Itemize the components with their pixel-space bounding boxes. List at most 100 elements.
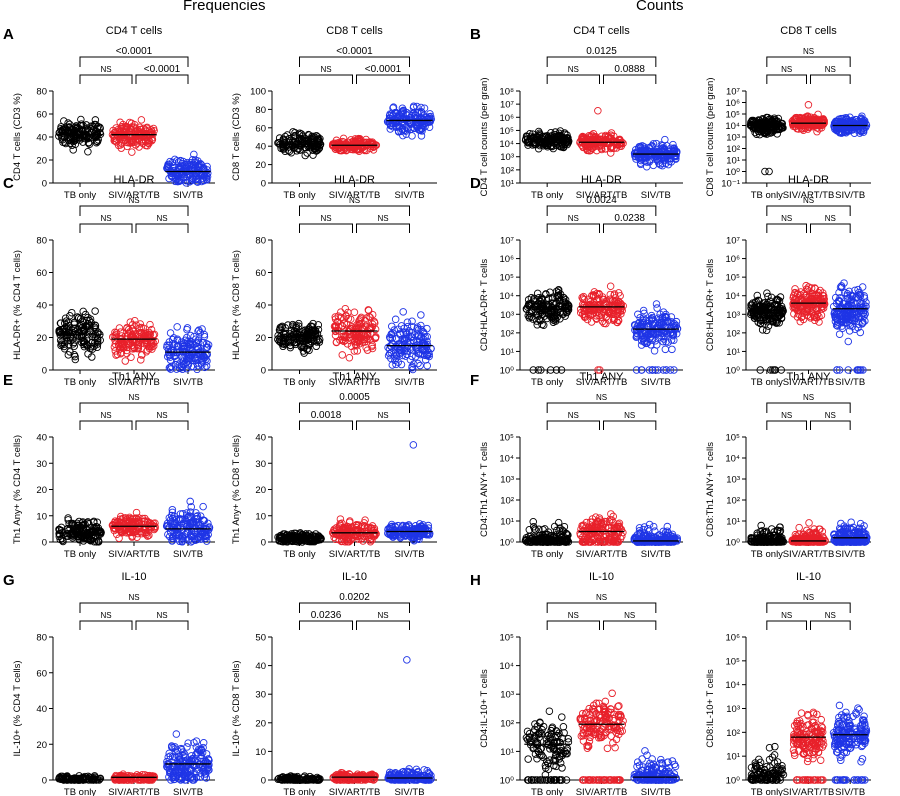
y-tick-label: 100 <box>250 87 266 98</box>
data-point <box>197 161 206 169</box>
data-point <box>647 151 656 159</box>
data-point <box>409 441 418 449</box>
comparison-bracket <box>299 74 353 84</box>
y-tick-label: 20 <box>255 485 266 496</box>
comparison-label: 0.0005 <box>339 392 370 403</box>
x-tick-label: SIV/TB <box>835 190 865 201</box>
x-tick-label: SIV/TB <box>173 190 203 201</box>
comparison-label: NS <box>100 214 111 223</box>
data-point <box>90 132 98 141</box>
header-counts: Counts <box>636 0 684 14</box>
x-tick-label: SIV/ART/TB <box>329 549 381 560</box>
comparison-label: NS <box>825 214 836 223</box>
y-tick-label: 80 <box>36 87 47 98</box>
data-point <box>588 136 596 145</box>
y-axis-label: CD4 T cell counts (per gran) <box>479 78 490 197</box>
comparison-bracket <box>79 402 189 413</box>
x-tick-label: SIV/TB <box>394 190 424 201</box>
y-tick-label: 0 <box>261 366 266 377</box>
y-tick-label: 10⁷ <box>726 236 741 247</box>
data-point <box>77 115 85 124</box>
data-point <box>653 155 661 163</box>
chart-7: D HLA-DR10⁰10¹10²10³10⁴10⁵10⁶10⁷CD4:HLA-D… <box>470 174 683 388</box>
comparison-bracket <box>766 205 851 216</box>
y-tick-label: 10² <box>500 165 514 176</box>
data-point <box>143 133 151 141</box>
data-point <box>70 132 78 141</box>
y-tick-label: 10³ <box>500 475 514 486</box>
data-point <box>661 135 669 144</box>
comparison-bracket <box>766 223 807 233</box>
y-tick-label: 10⁶ <box>500 113 515 124</box>
y-tick-label: 10 <box>36 511 47 522</box>
data-point <box>137 116 146 124</box>
y-axis-label: HLA-DR+ (% CD4 T cells) <box>12 250 23 360</box>
y-axis-label: CD4 T cells (CD3 %) <box>12 93 23 181</box>
data-point <box>291 132 300 141</box>
comparison-label: <0.0001 <box>116 46 153 57</box>
comparison-bracket <box>79 205 189 216</box>
data-point <box>544 137 552 145</box>
data-point <box>398 104 407 113</box>
x-tick-label: SIV/TB <box>641 377 671 388</box>
data-point <box>402 123 411 131</box>
data-point <box>409 102 418 110</box>
y-tick-label: 10⁴ <box>725 121 740 132</box>
y-tick-label: 10⁷ <box>726 87 741 98</box>
data-point <box>804 101 813 109</box>
comparison-label: NS <box>377 411 388 420</box>
data-point <box>77 120 86 128</box>
data-point <box>164 165 173 174</box>
data-point <box>420 104 429 113</box>
y-tick-label: 10² <box>726 144 740 155</box>
comparison-label: 0.0888 <box>614 64 645 75</box>
data-point <box>125 118 134 127</box>
y-tick-label: 30 <box>255 459 266 470</box>
comparison-label: NS <box>320 65 331 74</box>
comparison-label: NS <box>100 65 111 74</box>
comparison-bracket <box>546 74 600 84</box>
y-tick-label: 10³ <box>726 310 740 321</box>
comparison-bracket <box>79 420 133 430</box>
x-tick-label: SIV/TB <box>641 190 671 201</box>
y-tick-label: 10⁰ <box>500 366 515 377</box>
y-tick-label: 10⁵ <box>725 110 740 121</box>
chart-title: CD4 T cells <box>573 25 630 37</box>
y-tick-label: 10⁷ <box>500 100 515 111</box>
data-point <box>426 110 434 118</box>
x-tick-label: SIV/ART/TB <box>576 549 628 560</box>
y-tick-label: 10⁵ <box>499 433 514 444</box>
data-point <box>189 160 198 169</box>
y-tick-label: 10⁰ <box>500 538 515 549</box>
data-point <box>116 118 124 127</box>
data-point <box>91 307 99 315</box>
comparison-bracket <box>810 74 851 84</box>
y-tick-label: 20 <box>36 156 47 167</box>
y-tick-label: 40 <box>36 301 47 312</box>
data-point <box>645 143 654 152</box>
x-tick-label: TB only <box>531 377 563 388</box>
y-tick-label: 40 <box>36 133 47 144</box>
comparison-label: NS <box>320 214 331 223</box>
data-point <box>168 158 177 167</box>
data-point <box>654 154 662 162</box>
y-tick-label: 40 <box>36 433 47 444</box>
data-point <box>82 121 91 129</box>
data-point <box>130 123 138 131</box>
data-point <box>283 131 292 139</box>
data-point <box>655 159 663 168</box>
y-tick-label: 10⁷ <box>500 236 515 247</box>
data-point <box>650 347 659 355</box>
x-tick-label: TB only <box>751 377 783 388</box>
data-point <box>536 141 544 150</box>
data-point <box>87 125 95 133</box>
comparison-label: 0.0024 <box>586 195 617 206</box>
data-point <box>524 138 532 146</box>
x-tick-label: TB only <box>283 377 315 388</box>
y-tick-label: 10⁰ <box>726 167 741 178</box>
x-tick-label: SIV/TB <box>394 377 424 388</box>
data-point <box>652 152 661 161</box>
data-point <box>844 337 853 346</box>
data-point <box>199 502 207 511</box>
